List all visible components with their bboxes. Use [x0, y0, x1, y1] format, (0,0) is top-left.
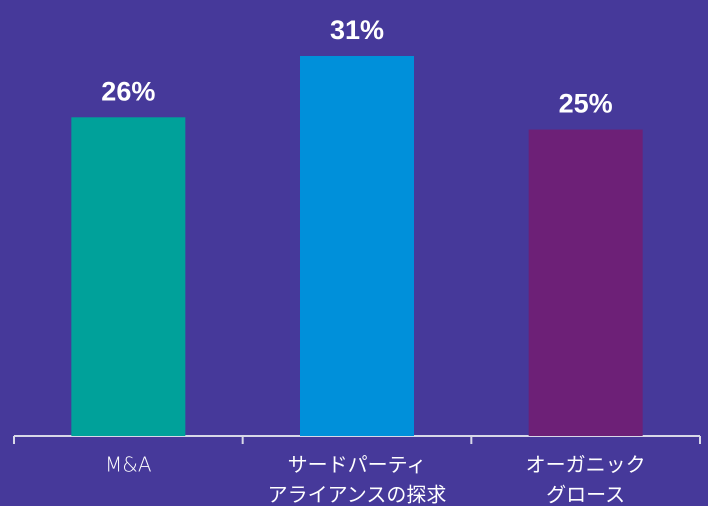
x-tick-label: オーガニック [526, 453, 646, 477]
value-label: 26% [101, 76, 155, 106]
bar [528, 129, 643, 436]
x-tick-label: アライアンスの探求 [268, 483, 447, 506]
value-label: 25% [559, 89, 613, 119]
x-tick-label: サードパーティ [288, 453, 427, 477]
bar [71, 117, 186, 437]
x-tick-label: グロース [546, 483, 625, 506]
value-label: 31% [330, 15, 384, 45]
bar [300, 56, 414, 436]
x-tick-label: M&A [105, 453, 152, 477]
